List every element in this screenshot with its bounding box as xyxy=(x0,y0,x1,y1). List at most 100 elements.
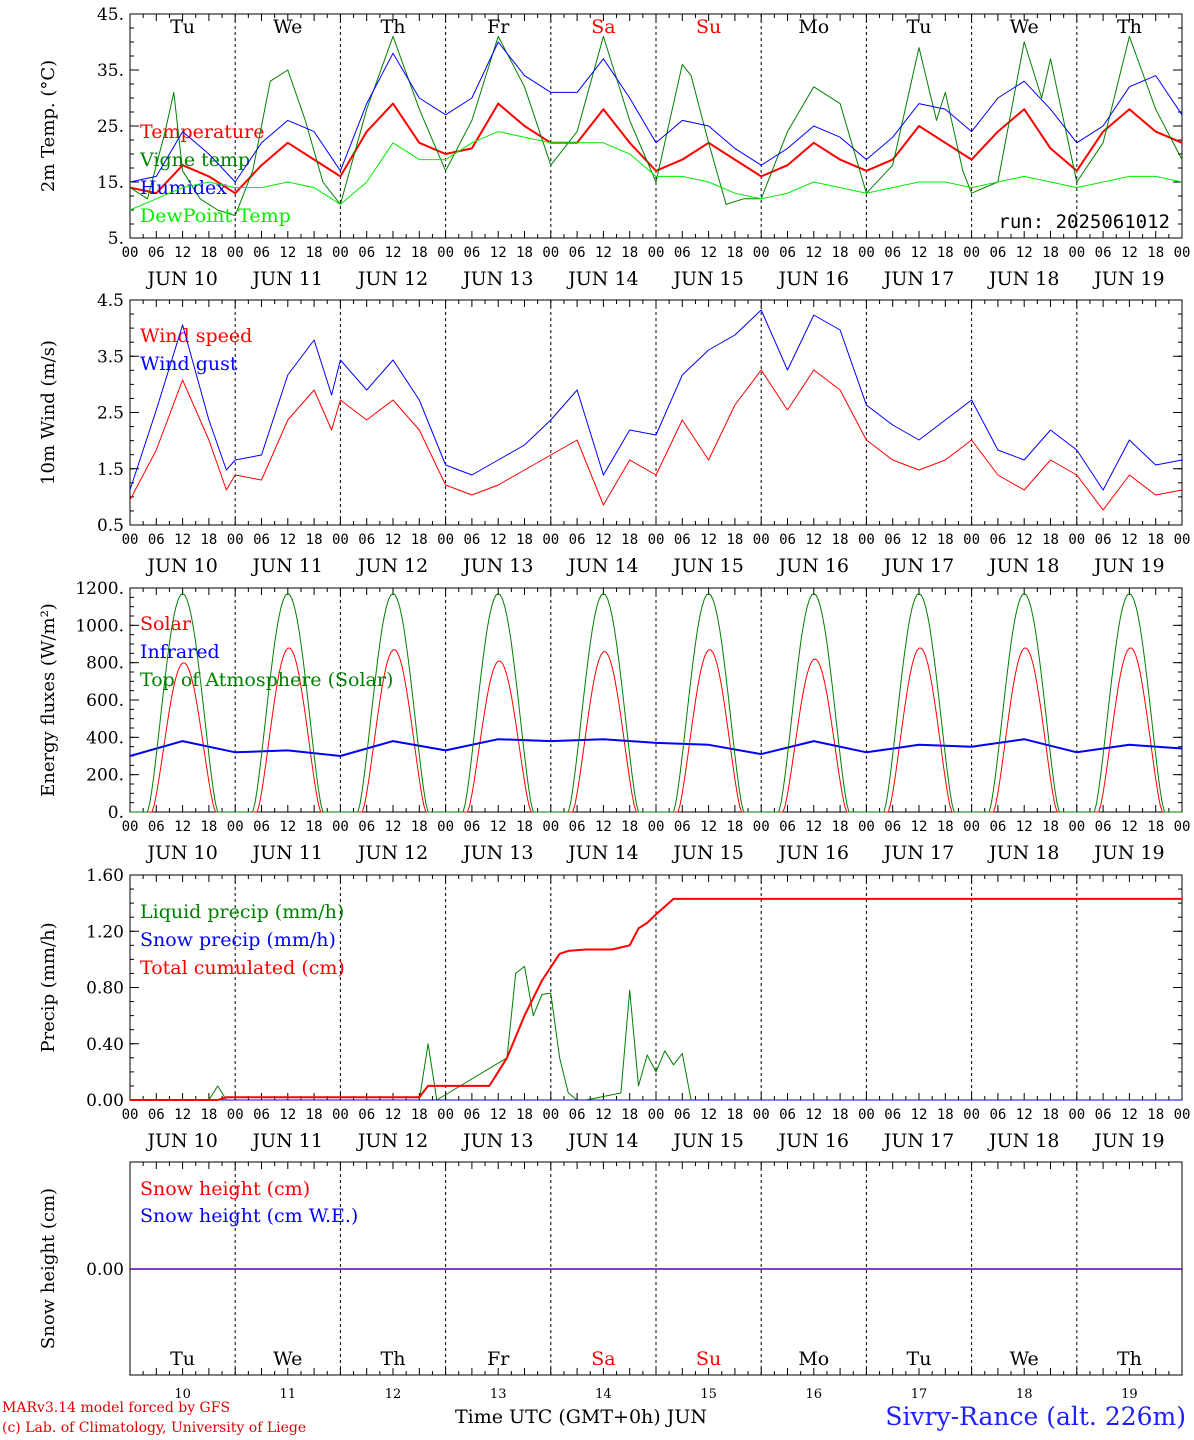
temperature-hour-label: 12 xyxy=(174,245,191,261)
precip-hour-label: 12 xyxy=(490,1107,507,1123)
wind-ytick-label: 3.5 xyxy=(97,347,124,367)
wind-hour-label: 12 xyxy=(1016,532,1033,548)
wind-date-label: JUN 11 xyxy=(251,555,323,577)
wind-ytick-label: 4.5 xyxy=(97,291,124,311)
wind-series-1 xyxy=(129,309,1183,491)
wind-hour-label: 06 xyxy=(779,532,796,548)
precip-series-2 xyxy=(130,897,1182,1101)
precip-hour-label: 18 xyxy=(1147,1107,1164,1123)
temperature-date-label: JUN 11 xyxy=(251,268,323,290)
temperature-hour-label: 00 xyxy=(227,245,244,261)
precip-hour-label: 06 xyxy=(253,1107,270,1123)
wind-hour-label: 18 xyxy=(832,532,849,548)
precip-hour-label: 06 xyxy=(779,1107,796,1123)
wind-hour-label: 12 xyxy=(911,532,928,548)
wind-hour-label: 18 xyxy=(726,532,743,548)
energy-hour-label: 06 xyxy=(463,819,480,835)
precip-hour-label: 18 xyxy=(411,1107,428,1123)
temperature-date-label: JUN 16 xyxy=(777,268,849,290)
wind-hour-label: 12 xyxy=(279,532,296,548)
station-title: Sivry-Rance (alt. 226m) xyxy=(885,1402,1186,1431)
energy-ytick-label: 600. xyxy=(86,691,124,711)
precip-date-label: JUN 12 xyxy=(356,1130,428,1152)
precip-hour-label: 00 xyxy=(542,1107,559,1123)
temperature-hour-label: 18 xyxy=(306,245,323,261)
temperature-hour-label: 06 xyxy=(884,245,901,261)
bottom-day-number: 14 xyxy=(595,1387,612,1402)
temperature-hour-label: 12 xyxy=(385,245,402,261)
wind-hour-label: 18 xyxy=(306,532,323,548)
energy-date-label: JUN 19 xyxy=(1092,842,1164,864)
precip-hour-label: 00 xyxy=(753,1107,770,1123)
wind-hour-label: 06 xyxy=(884,532,901,548)
day-label: We xyxy=(1010,16,1039,38)
energy-hour-label: 18 xyxy=(1042,819,1059,835)
precip-hour-label: 06 xyxy=(884,1107,901,1123)
wind-date-label: JUN 14 xyxy=(566,555,638,577)
temperature-series-1 xyxy=(129,35,1183,217)
wind-date-label: JUN 10 xyxy=(145,555,217,577)
wind-hour-label: 06 xyxy=(358,532,375,548)
day-label: Sa xyxy=(591,16,615,38)
temperature-date-label: JUN 15 xyxy=(671,268,743,290)
energy-hour-label: 06 xyxy=(674,819,691,835)
precip-hour-label: 06 xyxy=(569,1107,586,1123)
energy-hour-label: 00 xyxy=(858,819,875,835)
energy-hour-label: 12 xyxy=(1016,819,1033,835)
precip-hour-label: 00 xyxy=(1068,1107,1085,1123)
temperature-hour-label: 18 xyxy=(832,245,849,261)
precip-hour-label: 18 xyxy=(200,1107,217,1123)
wind-hour-label: 18 xyxy=(1147,532,1164,548)
wind-date-label: JUN 13 xyxy=(461,555,533,577)
temperature-date-label: JUN 12 xyxy=(356,268,428,290)
energy-date-label: JUN 16 xyxy=(777,842,849,864)
temperature-ytick-label: 35. xyxy=(97,61,124,81)
temperature-hour-label: 00 xyxy=(858,245,875,261)
temperature-date-label: JUN 18 xyxy=(987,268,1059,290)
temperature-hour-label: 06 xyxy=(569,245,586,261)
precip-date-label: JUN 18 xyxy=(987,1130,1059,1152)
precip-hour-label: 18 xyxy=(937,1107,954,1123)
temperature-hour-label: 00 xyxy=(1068,245,1085,261)
energy-date-label: JUN 13 xyxy=(461,842,533,864)
energy-legend-1: Infrared xyxy=(140,641,220,663)
wind-hour-label: 00 xyxy=(437,532,454,548)
precip-hour-label: 12 xyxy=(1121,1107,1138,1123)
wind-hour-label: 00 xyxy=(332,532,349,548)
temperature-ytick-label: 45. xyxy=(97,5,124,25)
precip-hour-label: 06 xyxy=(1095,1107,1112,1123)
temperature-date-label: JUN 13 xyxy=(461,268,533,290)
wind-ytick-label: 0.5 xyxy=(97,516,124,536)
precip-hour-label: 06 xyxy=(463,1107,480,1123)
precip-ytick-label: 0.80 xyxy=(86,979,124,999)
day-label: Tu xyxy=(907,16,932,38)
energy-ytick-label: 800. xyxy=(86,654,124,674)
bottom-day-label: Fr xyxy=(487,1348,510,1370)
temperature-hour-label: 12 xyxy=(1121,245,1138,261)
energy-hour-label: 18 xyxy=(832,819,849,835)
wind-hour-label: 18 xyxy=(621,532,638,548)
precip-date-label: JUN 11 xyxy=(251,1130,323,1152)
temperature-series-3 xyxy=(129,131,1183,211)
temperature-ytick-label: 15. xyxy=(97,173,124,193)
wind-ytick-label: 2.5 xyxy=(97,404,124,424)
temperature-legend-2: Humidex xyxy=(140,177,227,199)
wind-date-label: JUN 16 xyxy=(777,555,849,577)
wind-series-0 xyxy=(129,369,1183,511)
wind-hour-label: 06 xyxy=(989,532,1006,548)
precip-hour-label: 12 xyxy=(279,1107,296,1123)
precip-date-label: JUN 13 xyxy=(461,1130,533,1152)
temperature-ytick-label: 5. xyxy=(108,229,124,249)
energy-hour-label: 12 xyxy=(490,819,507,835)
energy-ytick-label: 1000. xyxy=(75,616,124,636)
wind-hour-label: 00 xyxy=(122,532,139,548)
time-axis-title: Time UTC (GMT+0h) JUN xyxy=(455,1406,707,1428)
snow-ylabel: Snow height (cm) xyxy=(38,1188,59,1349)
energy-hour-label: 06 xyxy=(884,819,901,835)
energy-hour-label: 18 xyxy=(306,819,323,835)
wind-date-label: JUN 18 xyxy=(987,555,1059,577)
wind-legend-1: Wind gust xyxy=(140,353,238,375)
panels: 5. 15. 25. 35. 45. 2m Temp. (°C) 00 06 12 18 JUN 1… xyxy=(38,5,1190,1402)
energy-date-label: JUN 11 xyxy=(251,842,323,864)
